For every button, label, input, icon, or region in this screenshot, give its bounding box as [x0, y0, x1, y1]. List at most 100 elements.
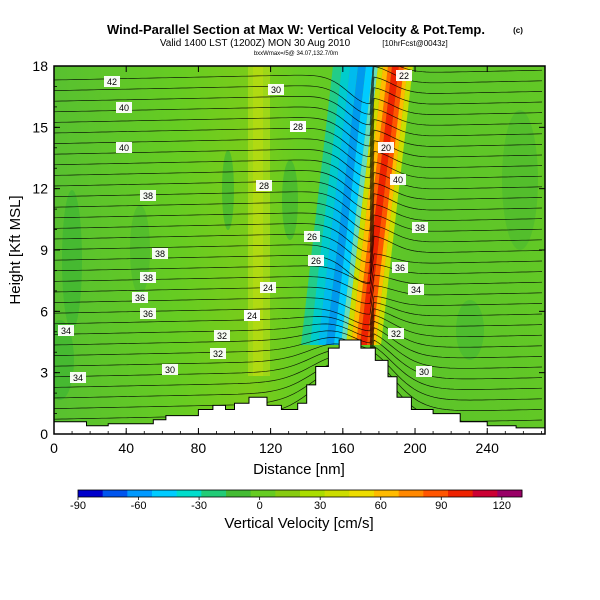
- contour-label: 40: [393, 175, 403, 185]
- contour-label: 38: [143, 191, 153, 201]
- colorbar-cell: [102, 490, 128, 497]
- contour-label-bg: [396, 70, 412, 81]
- title-copyright-mark: (c): [513, 26, 523, 35]
- y-tick-label: 0: [40, 426, 48, 442]
- contour-label-bg: [290, 121, 306, 132]
- y-tick-label: 6: [40, 303, 48, 319]
- field-region: [282, 160, 298, 240]
- contour-label: 28: [259, 181, 269, 191]
- colorbar-cell: [423, 490, 449, 497]
- isentrope-line: [54, 351, 543, 409]
- field-region: [502, 110, 538, 250]
- colorbar-tick-label: 90: [435, 500, 447, 512]
- contour-label-bg: [390, 174, 406, 185]
- contour-label-bg: [140, 190, 156, 201]
- isentrope-line: [54, 327, 543, 367]
- colorbar-label: Vertical Velocity [cm/s]: [224, 515, 373, 532]
- contour-label: 30: [165, 365, 175, 375]
- isentrope-line: [54, 320, 543, 356]
- isentrope-line: [54, 308, 543, 338]
- contour-label-bg: [408, 284, 424, 295]
- updraft-column: [351, 66, 388, 345]
- contour-label: 30: [419, 367, 429, 377]
- colorbar-cell: [176, 490, 202, 497]
- colorbar-tick-label: -60: [131, 500, 147, 512]
- x-tick-label: 160: [331, 440, 355, 456]
- isentrope-line: [54, 97, 543, 147]
- contour-label: 34: [73, 373, 83, 383]
- isentrope-line: [54, 150, 543, 200]
- contour-label: 24: [247, 311, 257, 321]
- colorbar-cell: [127, 490, 153, 497]
- isentrope-line: [54, 225, 543, 274]
- isentrope-line: [54, 172, 543, 221]
- contour-label: 20: [381, 143, 391, 153]
- y-tick-label: 3: [40, 365, 48, 381]
- updraft-column: [334, 66, 373, 345]
- contour-label: 28: [293, 122, 303, 132]
- contour-label: 42: [107, 77, 117, 87]
- colorbar-tick-label: 30: [314, 500, 326, 512]
- colorbar-tick-label: 0: [257, 500, 263, 512]
- isentrope-line: [54, 295, 543, 326]
- contour-label: 26: [307, 232, 317, 242]
- isentrope-line: [54, 253, 543, 283]
- contour-label-bg: [304, 231, 320, 242]
- contour-label: 38: [415, 223, 425, 233]
- x-tick-label: 0: [50, 440, 58, 456]
- contour-label: 36: [395, 263, 405, 273]
- y-tick-label: 9: [40, 242, 48, 258]
- contour-label: 38: [143, 273, 153, 283]
- isentrope-line: [54, 182, 543, 232]
- terrain-mask: [54, 339, 545, 434]
- isentrope-line: [54, 193, 543, 242]
- updraft-column: [326, 66, 366, 345]
- contour-label: 22: [399, 71, 409, 81]
- contour-label: 36: [135, 293, 145, 303]
- colorbar-cell: [300, 490, 326, 497]
- contour-label: 40: [119, 143, 129, 153]
- chart-subtitle-location: bxxWmax=/5@ 34.07,132.7/0m: [254, 51, 338, 57]
- contour-label-bg: [392, 262, 408, 273]
- contour-label-bg: [388, 328, 404, 339]
- updraft-column: [372, 66, 408, 345]
- contour-label-bg: [210, 348, 226, 359]
- contour-label: 30: [271, 85, 281, 95]
- contour-label: 32: [217, 331, 227, 341]
- contour-label-bg: [140, 308, 156, 319]
- contour-label-bg: [58, 325, 74, 336]
- contour-label: 24: [263, 283, 273, 293]
- contour-label: 38: [155, 249, 165, 259]
- isentrope-line: [54, 314, 543, 346]
- colorbar-cell: [226, 490, 252, 497]
- updraft-column: [301, 66, 343, 345]
- contour-label: 34: [61, 326, 71, 336]
- field-region: [222, 150, 234, 230]
- contour-label-bg: [416, 366, 432, 377]
- isentrope-line: [54, 129, 543, 179]
- contour-label-bg: [132, 292, 148, 303]
- colorbar-tick-label: -90: [70, 500, 86, 512]
- isentrope-line: [54, 87, 543, 136]
- isentrope-line: [54, 274, 543, 305]
- colorbar-tick-label: -30: [191, 500, 207, 512]
- isentrope-line: [54, 358, 543, 420]
- isentrope-line: [54, 264, 543, 294]
- field-region: [54, 320, 74, 400]
- y-tick-label: 18: [32, 58, 48, 74]
- contour-label-bg: [256, 180, 272, 191]
- x-tick-label: 240: [476, 440, 500, 456]
- contour-label: 34: [411, 285, 421, 295]
- updraft-column: [376, 66, 413, 345]
- chart-subtitle: Valid 1400 LST (1200Z) MON 30 Aug 2010: [160, 38, 351, 49]
- isentrope-line: [54, 203, 543, 253]
- contour-label-bg: [412, 222, 428, 233]
- x-axis-label: Distance [nm]: [253, 461, 345, 478]
- colorbar-cell: [374, 490, 400, 497]
- contour-label: 32: [213, 349, 223, 359]
- x-tick-label: 200: [403, 440, 427, 456]
- contour-label-bg: [162, 364, 178, 375]
- colorbar: -90 -60 -30 0 30 60 90 120: [70, 489, 523, 512]
- x-tick-label: 120: [259, 440, 283, 456]
